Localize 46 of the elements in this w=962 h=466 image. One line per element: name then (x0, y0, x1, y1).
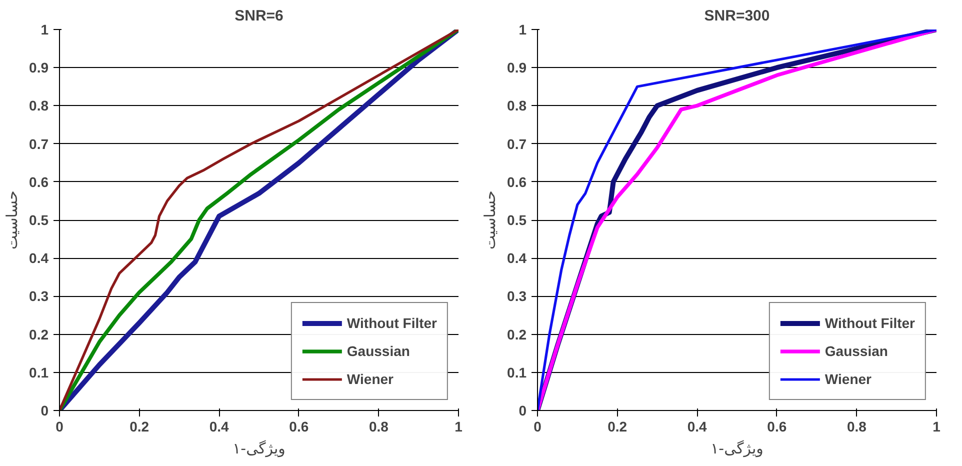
x-tick-label: 0 (56, 418, 64, 434)
x-tick-label: 0 (534, 418, 542, 434)
x-axis-title: ویژگی-۱ (710, 440, 764, 458)
y-tick-label: 0.5 (507, 212, 527, 228)
y-tick-label: 0.6 (507, 174, 527, 190)
legend-label: Without Filter (346, 315, 437, 331)
x-tick-label: 0.2 (130, 418, 150, 434)
legend-label: Without Filter (824, 315, 915, 331)
y-tick-label: 0.6 (29, 174, 49, 190)
y-tick-label: 0 (40, 402, 49, 418)
y-tick-label: 0.3 (507, 288, 527, 304)
y-tick-label: 0.7 (507, 136, 527, 152)
x-tick-label: 1 (454, 418, 463, 434)
x-tick-label: 0.2 (608, 418, 628, 434)
y-tick-label: 0.4 (507, 250, 527, 266)
x-tick-label: 0.8 (846, 418, 867, 434)
chart-title: SNR=6 (234, 8, 284, 24)
y-axis-title: حساسیت (481, 190, 500, 250)
y-tick-label: 0.7 (29, 136, 49, 152)
y-tick-label: 0 (518, 402, 527, 418)
x-axis-title: ویژگی-۱ (232, 440, 286, 458)
y-tick-label: 0.1 (29, 364, 49, 380)
y-tick-label: 0.9 (507, 60, 527, 76)
y-tick-label: 0.9 (29, 60, 49, 76)
x-tick-label: 1 (932, 418, 941, 434)
legend-label: Wiener (346, 371, 394, 387)
legend-label: Gaussian (346, 343, 410, 359)
legend-label: Wiener (824, 371, 872, 387)
legend-label: Gaussian (824, 343, 888, 359)
x-tick-label: 0.6 (767, 418, 787, 434)
x-tick-label: 0.6 (289, 418, 309, 434)
y-tick-label: 0.5 (29, 212, 49, 228)
x-tick-label: 0.4 (209, 418, 230, 434)
y-tick-label: 1 (40, 22, 49, 38)
y-tick-label: 0.8 (507, 98, 527, 114)
y-tick-label: 0.1 (507, 364, 527, 380)
y-axis-title: حساسیت (3, 190, 22, 250)
y-tick-label: 1 (518, 22, 527, 38)
x-tick-label: 0.8 (368, 418, 389, 434)
y-tick-label: 0.2 (507, 326, 527, 342)
y-tick-label: 0.2 (29, 326, 49, 342)
y-tick-label: 0.8 (29, 98, 49, 114)
y-tick-label: 0.4 (29, 250, 49, 266)
y-tick-label: 0.3 (29, 288, 49, 304)
x-tick-label: 0.4 (687, 418, 708, 434)
chart-title: SNR=300 (704, 8, 770, 24)
